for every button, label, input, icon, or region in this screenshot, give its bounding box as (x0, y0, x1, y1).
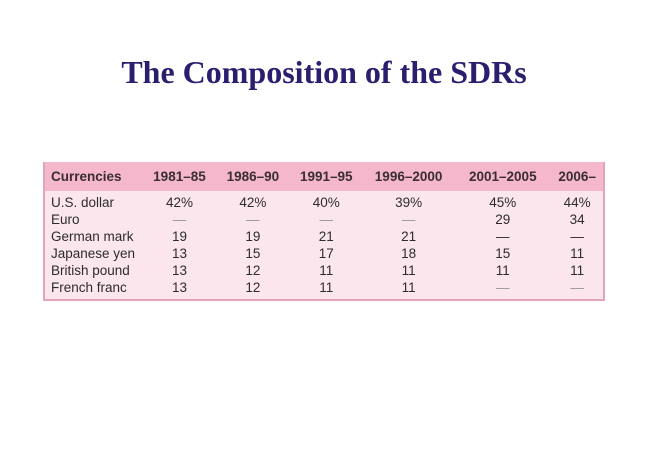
table-cell: — (246, 212, 260, 227)
table-cell: — (570, 280, 584, 295)
column-header-currencies: Currencies (51, 169, 122, 184)
table-cell: 19 (171, 229, 187, 244)
table-cell: 11 (319, 263, 334, 278)
table-cell: 13 (171, 263, 187, 278)
table-cell: 44% (563, 195, 591, 210)
currency-name: U.S. dollar (51, 195, 115, 210)
table-cell: 18 (401, 246, 417, 261)
table-cell: 15 (495, 246, 511, 261)
table-cell: 21 (401, 229, 417, 244)
table-cell: 45% (489, 195, 517, 210)
currency-name: French franc (51, 280, 127, 295)
currency-name: Japanese yen (51, 246, 136, 261)
table-cell: 40% (312, 195, 340, 210)
column-header-2001-2005: 2001–2005 (469, 169, 537, 184)
table-cell: 12 (245, 280, 261, 295)
table-cell: 17 (318, 246, 334, 261)
table-cell: 11 (401, 280, 416, 295)
table-cell: 15 (245, 246, 261, 261)
table-cell: 21 (318, 229, 334, 244)
table-cell: 11 (319, 280, 334, 295)
currency-name: British pound (51, 263, 130, 278)
table-cell: — (401, 212, 416, 227)
column-header-1986-90: 1986–90 (226, 169, 280, 184)
table-row: German mark 19 19 21 21 — — (45, 228, 603, 245)
page-title: The Composition of the SDRs (121, 54, 527, 90)
table-cell: 19 (245, 229, 261, 244)
sdr-composition-table: Currencies 1981–85 1986–90 1991–95 1996–… (43, 162, 605, 301)
column-header-1981-85: 1981–85 (153, 169, 206, 184)
table-cell: 34 (569, 212, 585, 227)
table-cell: — (570, 229, 584, 244)
currency-name: German mark (51, 229, 134, 244)
table-row: Japanese yen 13 15 17 18 15 11 (45, 245, 603, 262)
table-cell: 29 (495, 212, 511, 227)
column-header-1991-95: 1991–95 (299, 169, 353, 184)
table-cell: 11 (570, 263, 585, 278)
table-cell: 11 (570, 246, 585, 261)
table-row: British pound 13 12 11 11 11 11 (45, 262, 603, 279)
table-cell: 12 (245, 263, 261, 278)
currency-name: Euro (51, 212, 80, 227)
table-row: French franc 13 12 11 11 — — (45, 279, 603, 296)
table-row: U.S. dollar 42% 42% 40% 39% 45% 44% (45, 191, 603, 211)
column-header-2006: 2006– (558, 169, 596, 184)
table-header-row: Currencies 1981–85 1986–90 1991–95 1996–… (45, 162, 603, 191)
table-cell: — (496, 280, 510, 295)
table-cell: 42% (239, 195, 267, 210)
table-cell: — (496, 229, 510, 244)
table-cell: 11 (495, 263, 510, 278)
table-cell: 11 (401, 263, 416, 278)
table-cell: 42% (165, 195, 193, 210)
table-cell: — (172, 212, 187, 227)
table-row: Euro — — — — 29 34 (45, 211, 603, 228)
table-cell: 39% (395, 195, 423, 210)
column-header-1996-2000: 1996–2000 (374, 169, 443, 184)
table-cell: 13 (171, 280, 187, 295)
table-cell: — (319, 212, 333, 227)
table-cell: 13 (171, 246, 187, 261)
composition-table: Currencies 1981–85 1986–90 1991–95 1996–… (45, 162, 603, 296)
